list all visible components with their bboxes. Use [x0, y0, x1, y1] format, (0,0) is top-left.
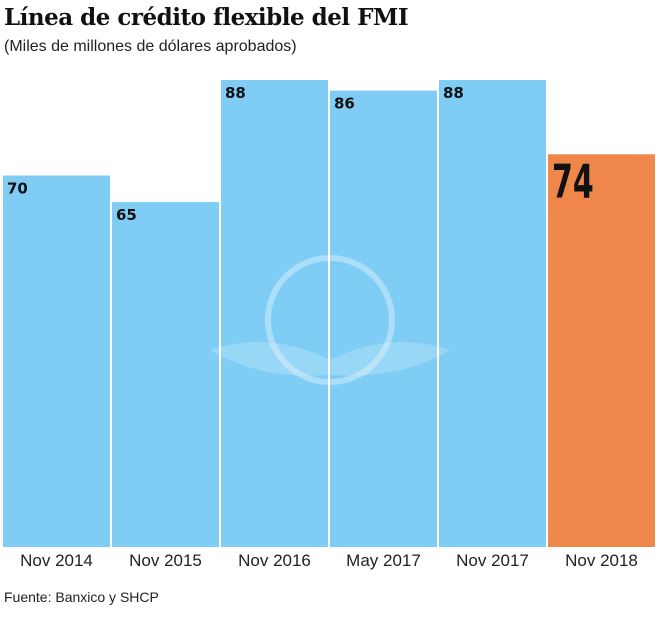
x-tick-label: May 2017 [346, 551, 421, 570]
data-label: 70 [7, 180, 28, 198]
chart-title: Línea de crédito flexible del FMI [4, 4, 409, 31]
x-tick-label: Nov 2015 [129, 551, 202, 570]
watermark-emblem-icon [265, 255, 395, 385]
data-label: 88 [443, 84, 464, 102]
data-label: 88 [225, 84, 246, 102]
chart-subtitle: (Miles de millones de dólares aprobados) [4, 38, 297, 55]
x-tick-label: Nov 2014 [20, 551, 93, 570]
bar [3, 175, 110, 548]
data-label: 86 [334, 95, 355, 113]
bar [330, 90, 437, 547]
data-label: 74 [552, 156, 594, 209]
bar [221, 80, 328, 547]
bar [439, 80, 546, 547]
x-tick-label: Nov 2016 [238, 551, 311, 570]
source-note: Fuente: Banxico y SHCP [4, 589, 159, 605]
bar [548, 154, 655, 547]
x-tick-label: Nov 2018 [565, 551, 638, 570]
data-label: 65 [116, 206, 137, 224]
bar [112, 202, 219, 547]
x-tick-label: Nov 2017 [456, 551, 529, 570]
watermark-eagle-icon [210, 342, 450, 376]
